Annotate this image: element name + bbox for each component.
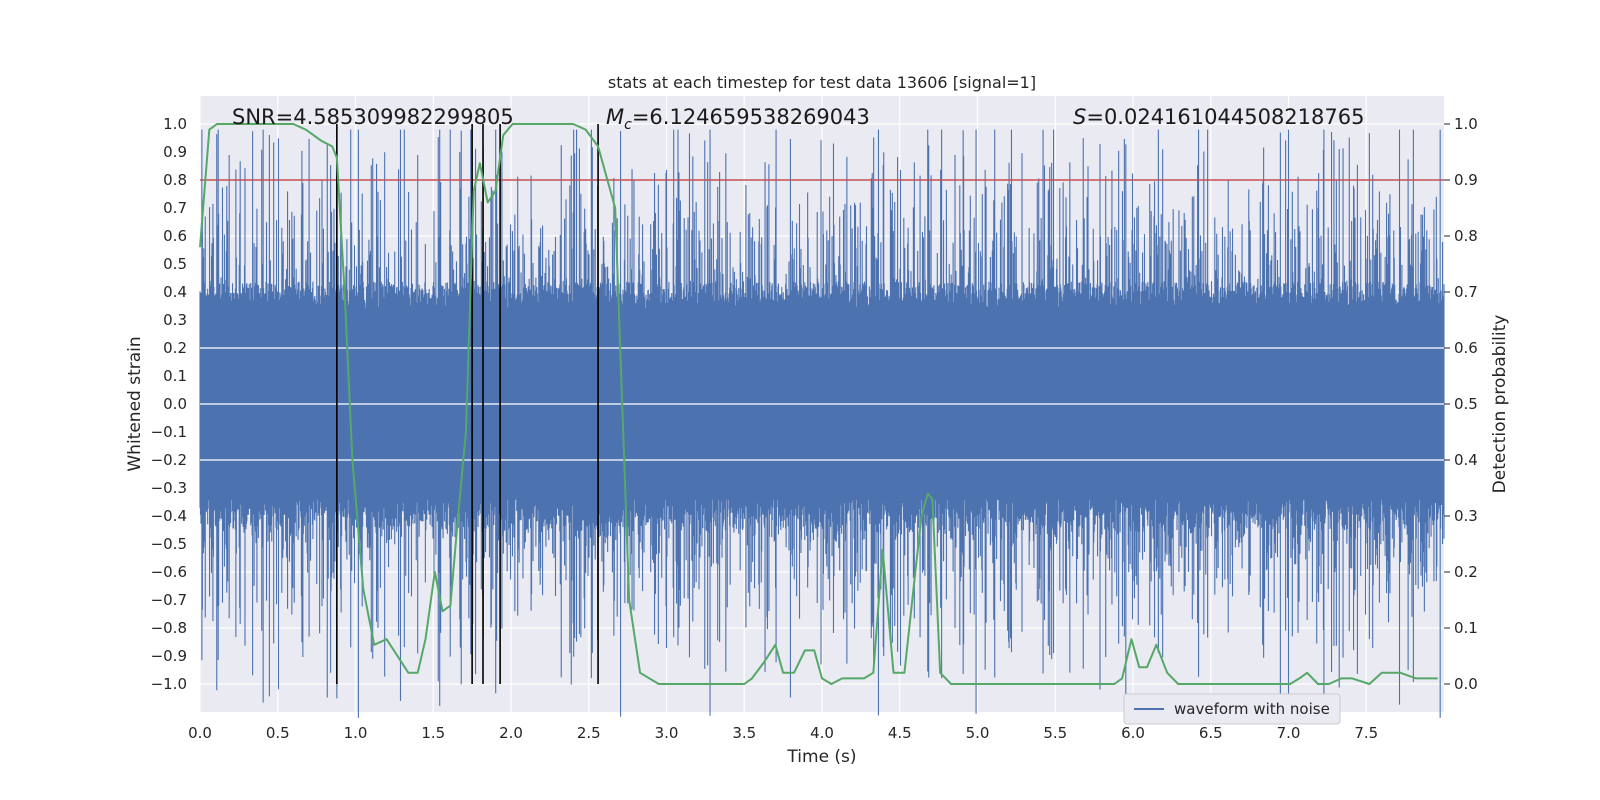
y-right-tick-label: 0.4 [1454, 451, 1478, 469]
legend-label: waveform with noise [1174, 700, 1330, 718]
y-left-tick-label: 0.1 [163, 367, 187, 385]
x-tick-label: 3.5 [732, 724, 756, 742]
y-right-tick-label: 0.1 [1454, 619, 1478, 637]
x-tick-label: 3.0 [655, 724, 679, 742]
x-tick-label: 5.0 [966, 724, 990, 742]
y-right-tick-label: 0.2 [1454, 563, 1478, 581]
y-left-tick-label: 0.0 [163, 395, 187, 413]
y-left-tick-label: 0.9 [163, 143, 187, 161]
annotation-mc-value: =6.124659538269043 [632, 105, 870, 129]
x-tick-label: 1.5 [421, 724, 445, 742]
probability-series [199, 123, 1438, 685]
x-tick-label: 7.0 [1277, 724, 1301, 742]
y-right-tick-label: 0.6 [1454, 339, 1478, 357]
x-tick-label: 0.0 [188, 724, 212, 742]
y-left-tick-label: −0.9 [151, 647, 187, 665]
y-right-tick-label: 0.8 [1454, 227, 1478, 245]
y-left-tick-label: −0.8 [151, 619, 187, 637]
y-left-tick-label: −0.5 [151, 535, 187, 553]
y-left-tick-label: 1.0 [163, 115, 187, 133]
y-left-tick-label: −1.0 [151, 675, 187, 693]
y-left-tick-label: 0.7 [163, 199, 187, 217]
tick-labels: 0.0 0.5 1.0 1.5 2.0 2.5 3.0 3.5 4.0 4.5 5.0 5.5 6.0 6… [151, 115, 1478, 742]
y-right-tick-label: 0.7 [1454, 283, 1478, 301]
y-left-tick-label: −0.6 [151, 563, 187, 581]
y-right-tick-label: 0.5 [1454, 395, 1478, 413]
y-right-tick-label: 0.0 [1454, 675, 1478, 693]
x-tick-label: 0.5 [266, 724, 290, 742]
y-left-tick-label: 0.8 [163, 171, 187, 189]
x-tick-label: 2.0 [499, 724, 523, 742]
y-left-tick-label: −0.4 [151, 507, 187, 525]
y-left-tick-label: 0.3 [163, 311, 187, 329]
x-tick-label: 6.5 [1199, 724, 1223, 742]
x-axis-label: Time (s) [786, 747, 856, 767]
x-tick-label: 4.5 [888, 724, 912, 742]
y-left-tick-label: −0.2 [151, 451, 187, 469]
y-left-tick-label: 0.4 [163, 283, 187, 301]
annotation-mc-symbol: M [606, 105, 624, 129]
y-left-tick-label: −0.3 [151, 479, 187, 497]
annotation-s-value: =0.024161044508218765 [1086, 105, 1364, 129]
x-tick-label: 6.0 [1121, 724, 1145, 742]
x-tick-label: 2.5 [577, 724, 601, 742]
y-left-tick-label: 0.2 [163, 339, 187, 357]
waveform-series [199, 129, 1445, 718]
y-left-tick-label: −0.7 [151, 591, 187, 609]
x-tick-label: 4.0 [810, 724, 834, 742]
annotation-mc: Mc=6.124659538269043 [606, 105, 870, 133]
annotation-s-symbol: S [1073, 105, 1086, 129]
y-left-tick-label: −0.1 [151, 423, 187, 441]
y-right-tick-label: 1.0 [1454, 115, 1478, 133]
legend-box [1123, 693, 1341, 725]
y-axis-label-left: Whitened strain [125, 336, 145, 471]
y-left-tick-label: 0.6 [163, 227, 187, 245]
chart-title: stats at each timestep for test data 136… [608, 73, 1036, 92]
x-tick-label: 1.0 [344, 724, 368, 742]
y-right-tick-label: 0.9 [1454, 171, 1478, 189]
legend: waveform with noise [1123, 693, 1341, 725]
annotation-snr: SNR=4.585309982299805 [232, 105, 514, 129]
y-right-tick-label: 0.3 [1454, 507, 1478, 525]
x-tick-label: 5.5 [1043, 724, 1067, 742]
annotation-s: S=0.024161044508218765 [1073, 105, 1364, 129]
x-tick-label: 7.5 [1354, 724, 1378, 742]
annotation-mc-subscript: c [624, 117, 632, 133]
y-left-tick-label: 0.5 [163, 255, 187, 273]
y-axis-label-right: Detection probability [1490, 315, 1510, 494]
